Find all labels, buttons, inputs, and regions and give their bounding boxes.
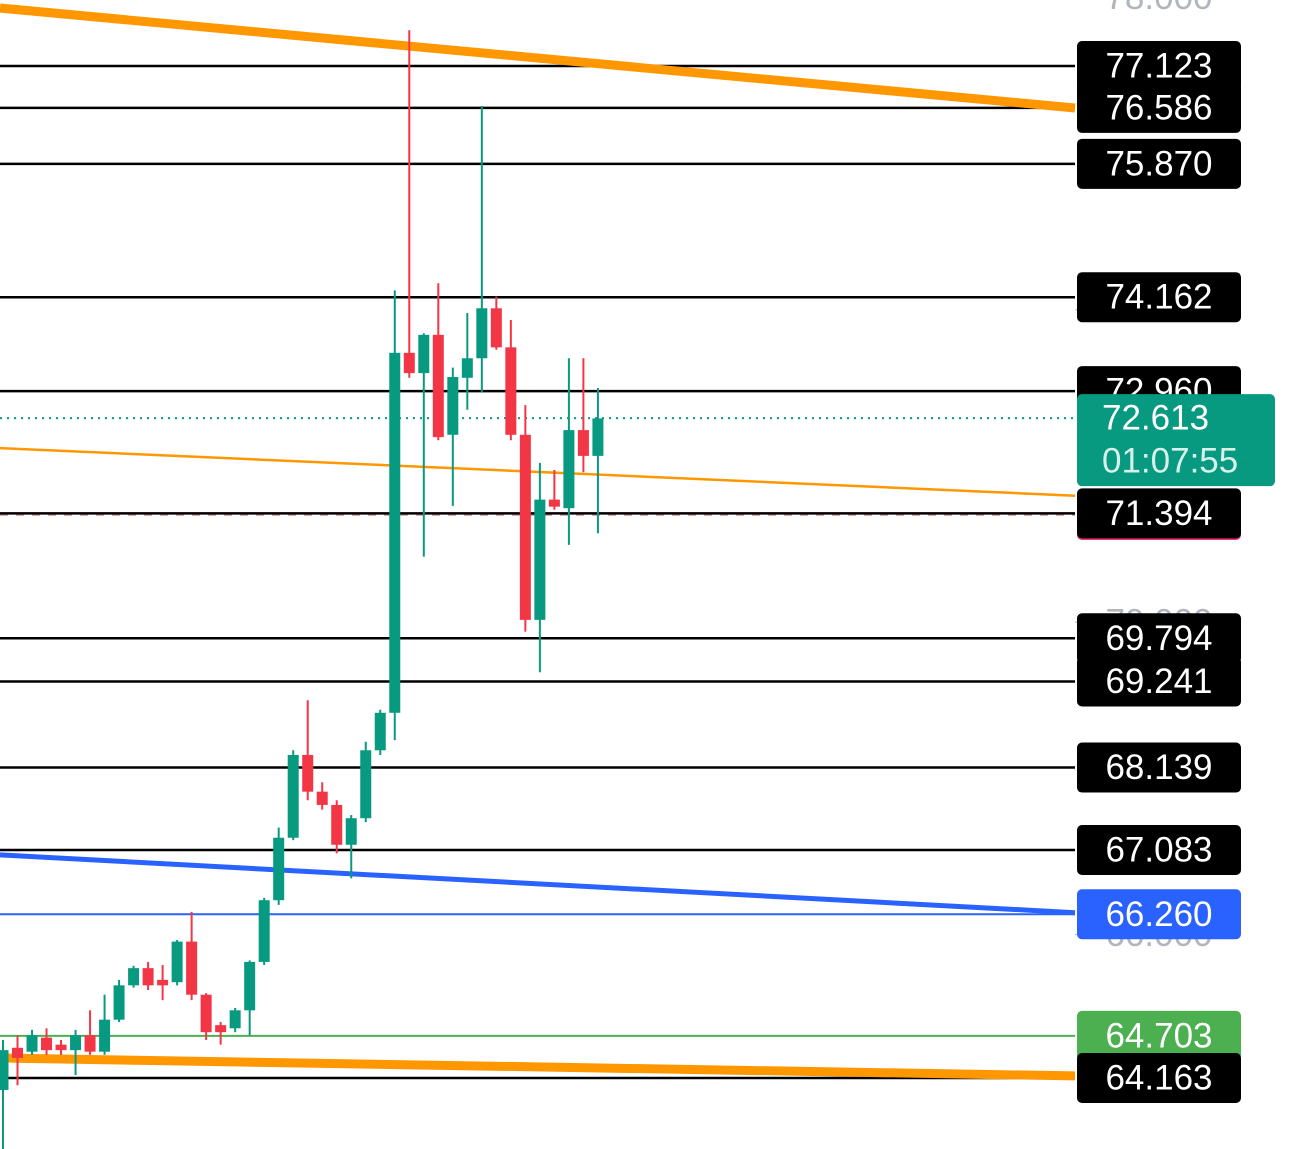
candle-body bbox=[461, 358, 473, 378]
level-label: 69.794 bbox=[1105, 619, 1212, 658]
level-label: 69.241 bbox=[1105, 662, 1212, 701]
candle-body bbox=[577, 430, 589, 456]
countdown-label: 01:07:55 bbox=[1102, 442, 1238, 481]
candle-body bbox=[360, 750, 372, 819]
candle-body bbox=[99, 1019, 111, 1052]
candle-body bbox=[302, 754, 314, 792]
level-label-box bbox=[1077, 138, 1241, 189]
candle-body bbox=[505, 347, 517, 435]
candle-body bbox=[548, 499, 560, 507]
trend-line bbox=[0, 852, 1076, 916]
candle-body bbox=[316, 791, 328, 805]
candle-body bbox=[186, 941, 198, 995]
candle-body bbox=[0, 1050, 9, 1090]
candle-body bbox=[157, 979, 169, 986]
candle-body bbox=[534, 499, 546, 620]
level-label-box bbox=[1077, 82, 1241, 133]
candle-body bbox=[258, 900, 270, 962]
candle-body bbox=[128, 968, 140, 986]
level-label: 75.870 bbox=[1105, 144, 1212, 183]
candle-body bbox=[113, 985, 125, 1020]
level-label: 66.260 bbox=[1105, 895, 1212, 934]
level-label-box bbox=[1077, 656, 1241, 707]
candle-body bbox=[345, 818, 357, 845]
level-label-box bbox=[1077, 272, 1241, 323]
candle-body bbox=[563, 430, 575, 509]
level-label-box bbox=[1077, 488, 1241, 539]
candle-body bbox=[12, 1047, 24, 1058]
candle-body bbox=[244, 961, 256, 1011]
y-tick-label: 78.000 bbox=[1105, 0, 1212, 17]
candle-body bbox=[215, 1025, 227, 1033]
candle-body bbox=[142, 968, 154, 986]
candle-body bbox=[331, 804, 343, 845]
candle-body bbox=[55, 1044, 67, 1051]
level-label: 77.123 bbox=[1105, 46, 1212, 85]
price-label: 72.613 bbox=[1102, 399, 1209, 438]
candle-body bbox=[476, 308, 488, 359]
candle-body bbox=[418, 334, 430, 374]
candle-body bbox=[229, 1010, 241, 1029]
candle-body bbox=[273, 837, 285, 901]
candle-body bbox=[592, 418, 604, 456]
trend-line bbox=[0, 3, 1076, 113]
candle-body bbox=[389, 352, 401, 713]
level-label-box bbox=[1077, 40, 1241, 91]
level-label: 67.083 bbox=[1105, 830, 1212, 869]
candle-body bbox=[432, 334, 444, 438]
price-label-box bbox=[1077, 394, 1275, 487]
candle-body bbox=[26, 1035, 38, 1052]
level-label-box bbox=[1077, 742, 1241, 793]
trend-line bbox=[0, 446, 1076, 497]
candle-body bbox=[519, 434, 531, 620]
level-label: 74.162 bbox=[1105, 278, 1212, 317]
level-label: 64.703 bbox=[1105, 1016, 1212, 1055]
candle-body bbox=[287, 754, 299, 838]
candle-body bbox=[403, 352, 415, 374]
level-label-box bbox=[1077, 1010, 1241, 1061]
level-label: 68.139 bbox=[1105, 748, 1212, 787]
level-label-box bbox=[1077, 889, 1241, 940]
level-label-box bbox=[1077, 824, 1241, 875]
candle-body bbox=[171, 941, 183, 983]
level-label: 76.586 bbox=[1105, 88, 1212, 127]
candle-body bbox=[84, 1035, 96, 1052]
candle-body bbox=[41, 1037, 53, 1051]
level-label-box bbox=[1077, 1053, 1241, 1104]
candle-body bbox=[70, 1035, 82, 1051]
trend-line bbox=[0, 1053, 1076, 1081]
level-label-box bbox=[1077, 613, 1241, 664]
level-label: 64.163 bbox=[1105, 1059, 1212, 1098]
candle-body bbox=[374, 712, 386, 751]
candle-body bbox=[490, 308, 502, 348]
candle-body bbox=[200, 994, 212, 1033]
level-label: 71.394 bbox=[1105, 494, 1212, 533]
candle-body bbox=[447, 377, 459, 435]
